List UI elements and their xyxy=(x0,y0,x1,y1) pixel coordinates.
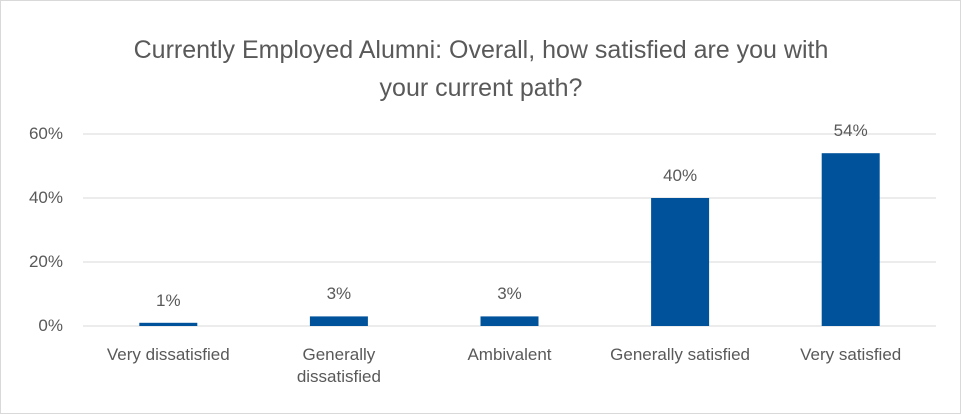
bar xyxy=(480,316,539,326)
data-label: 40% xyxy=(663,166,698,185)
y-tick-label: 20% xyxy=(28,252,63,271)
x-tick-label: Very satisfied xyxy=(800,345,902,364)
data-label: 3% xyxy=(497,284,522,304)
x-tick-label: Generally dissatisfied xyxy=(296,345,381,386)
y-tick-label: 40% xyxy=(28,188,63,207)
x-tick-label: Very dissatisfied xyxy=(106,345,230,364)
data-label: 1% xyxy=(156,290,181,310)
x-tick-label: Generally satisfied xyxy=(610,345,751,364)
bar xyxy=(651,198,710,326)
chart-title: Currently Employed Alumni: Overall, how … xyxy=(133,36,829,102)
y-tick-label: 0% xyxy=(38,316,63,335)
data-label: 3% xyxy=(326,284,352,304)
x-tick-label: Ambivalent xyxy=(467,345,552,364)
data-label: 54% xyxy=(833,121,868,141)
bar xyxy=(309,316,368,326)
bar xyxy=(821,153,880,326)
y-tick-label: 60% xyxy=(28,124,63,143)
bar xyxy=(139,322,198,326)
